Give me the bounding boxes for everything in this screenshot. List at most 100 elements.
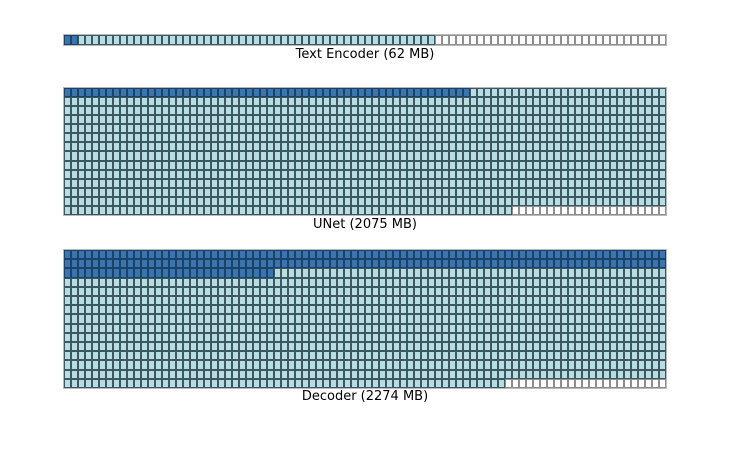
memory-cell-light <box>309 369 316 379</box>
memory-cell-light <box>148 360 155 370</box>
memory-cell-light <box>176 169 183 179</box>
memory-cell-light <box>379 142 386 152</box>
memory-cell-light <box>288 133 295 143</box>
memory-cell-light <box>547 305 554 315</box>
memory-cell-light <box>414 378 421 388</box>
memory-cell-light <box>498 124 505 134</box>
memory-cell-light <box>400 314 407 324</box>
memory-cell-light <box>631 151 638 161</box>
memory-cell-light <box>106 277 113 287</box>
memory-cell-light <box>92 369 99 379</box>
memory-cell-light <box>134 178 141 188</box>
memory-cell-light <box>540 351 547 361</box>
memory-cell-light <box>547 323 554 333</box>
memory-cell-light <box>141 97 148 107</box>
memory-cell-empty <box>484 35 491 45</box>
memory-cell-light <box>568 369 575 379</box>
memory-cell-light <box>561 124 568 134</box>
memory-cell-empty <box>568 35 575 45</box>
memory-cell-light <box>575 277 582 287</box>
memory-cell-light <box>519 106 526 116</box>
memory-cell-light <box>281 106 288 116</box>
memory-cell-light <box>603 133 610 143</box>
memory-cell-dark <box>547 250 554 260</box>
memory-cell-light <box>302 360 309 370</box>
memory-cell-light <box>505 277 512 287</box>
memory-cell-light <box>358 106 365 116</box>
memory-cell-light <box>358 323 365 333</box>
memory-cell-light <box>260 295 267 306</box>
memory-cell-dark <box>225 268 232 278</box>
memory-cell-dark <box>183 259 190 269</box>
memory-cell-light <box>407 332 414 342</box>
memory-cell-light <box>239 97 246 107</box>
memory-cell-light <box>435 369 442 379</box>
memory-cell-dark <box>393 88 400 98</box>
memory-cell-dark <box>232 88 239 98</box>
memory-cell-light <box>568 178 575 188</box>
memory-cell-light <box>232 160 239 170</box>
memory-cell-light <box>267 305 274 315</box>
memory-cell-light <box>456 97 463 107</box>
memory-cell-light <box>197 124 204 134</box>
memory-cell-light <box>421 323 428 333</box>
memory-cell-light <box>330 332 337 342</box>
memory-cell-light <box>120 305 127 315</box>
memory-cell-light <box>449 142 456 152</box>
memory-cell-light <box>603 88 610 98</box>
memory-cell-light <box>575 97 582 107</box>
memory-cell-light <box>211 360 218 370</box>
memory-cell-light <box>561 332 568 342</box>
memory-cell-dark <box>435 259 442 269</box>
memory-cell-dark <box>169 250 176 260</box>
memory-cell-light <box>624 295 631 306</box>
memory-cell-light <box>449 133 456 143</box>
memory-cell-light <box>484 196 491 206</box>
memory-cell-dark <box>274 250 281 260</box>
memory-cell-light <box>148 295 155 306</box>
memory-cell-light <box>414 351 421 361</box>
memory-cell-light <box>246 332 253 342</box>
memory-cell-light <box>323 160 330 170</box>
memory-cell-light <box>78 142 85 152</box>
memory-cell-empty <box>645 35 652 45</box>
memory-cell-light <box>533 332 540 342</box>
memory-cell-dark <box>589 259 596 269</box>
memory-cell-light <box>120 369 127 379</box>
memory-cell-light <box>281 205 288 215</box>
memory-cell-light <box>372 351 379 361</box>
memory-cell-light <box>225 369 232 379</box>
memory-cell-light <box>645 196 652 206</box>
memory-cell-light <box>246 196 253 206</box>
memory-cell-light <box>519 369 526 379</box>
memory-cell-light <box>400 178 407 188</box>
memory-cell-light <box>176 124 183 134</box>
memory-cell-dark <box>64 88 71 98</box>
memory-cell-light <box>379 332 386 342</box>
memory-cell-dark <box>582 250 589 260</box>
memory-cell-light <box>421 196 428 206</box>
memory-cell-light <box>533 133 540 143</box>
memory-cell-light <box>211 169 218 179</box>
memory-cell-light <box>120 295 127 306</box>
memory-cell-light <box>456 277 463 287</box>
memory-cell-light <box>484 142 491 152</box>
memory-cell-light <box>204 369 211 379</box>
memory-cell-light <box>484 88 491 98</box>
memory-cell-dark <box>547 259 554 269</box>
memory-cell-light <box>421 142 428 152</box>
memory-cell-dark <box>428 259 435 269</box>
memory-cell-light <box>141 205 148 215</box>
memory-cell-light <box>421 106 428 116</box>
memory-cell-light <box>449 341 456 352</box>
memory-cell-light <box>323 341 330 352</box>
memory-cell-light <box>624 286 631 296</box>
memory-cell-light <box>477 151 484 161</box>
memory-cell-light <box>617 151 624 161</box>
memory-cell-light <box>575 169 582 179</box>
memory-cell-empty <box>519 35 526 45</box>
memory-cell-light <box>470 124 477 134</box>
memory-cell-dark <box>169 259 176 269</box>
memory-cell-light <box>547 268 554 278</box>
memory-cell-light <box>183 323 190 333</box>
